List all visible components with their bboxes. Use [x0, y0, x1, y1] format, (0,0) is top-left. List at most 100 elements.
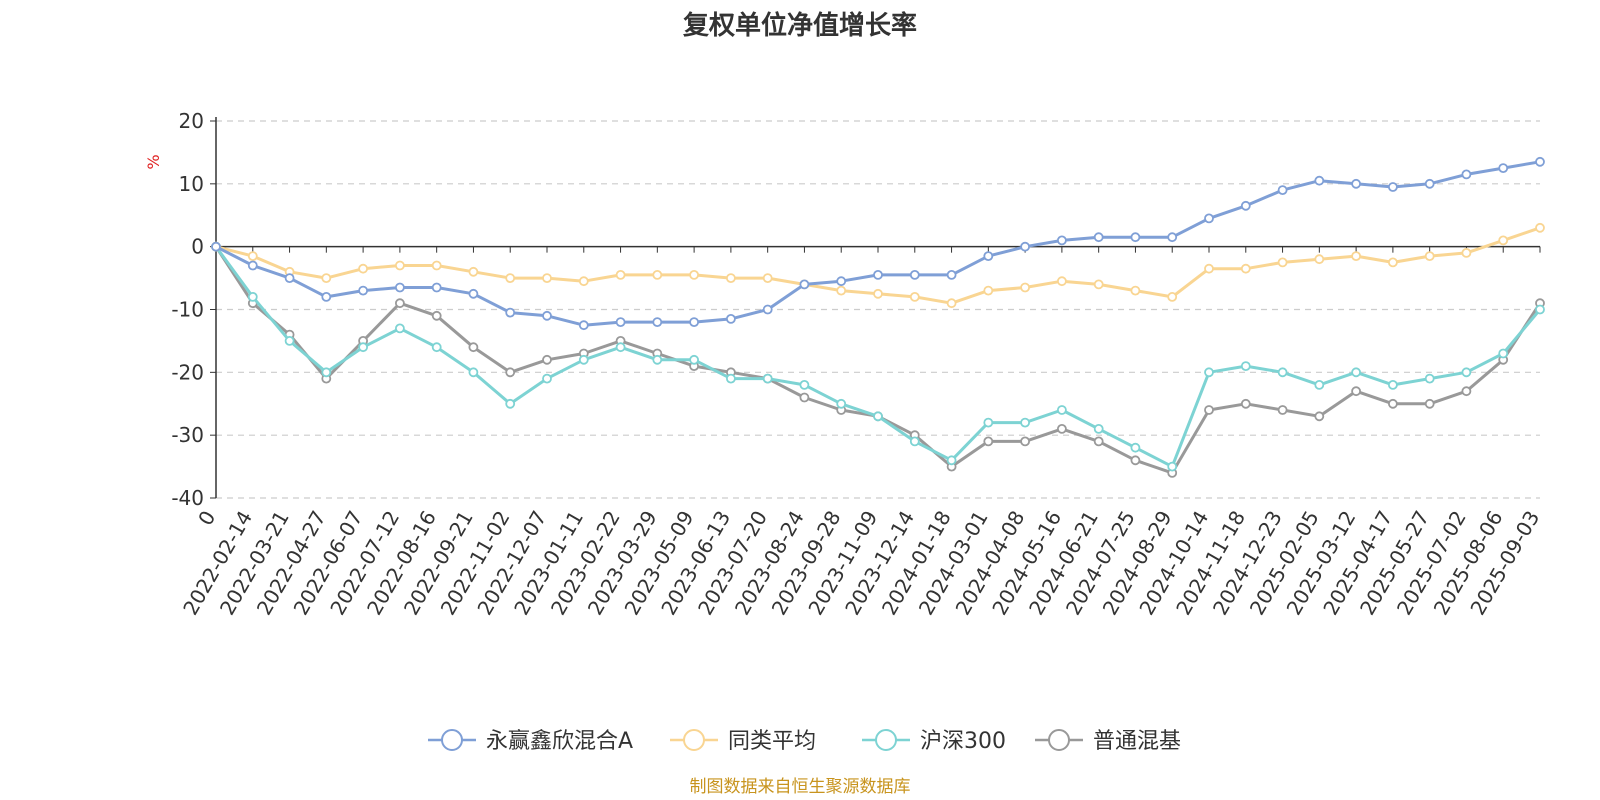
data-point [799, 279, 810, 290]
data-point [1057, 405, 1067, 415]
data-point [615, 342, 626, 353]
data-point [1388, 379, 1398, 390]
data-point [1277, 185, 1288, 196]
series-layer [211, 156, 1545, 478]
data-point [542, 273, 552, 284]
data-point [1130, 232, 1141, 243]
data-point [946, 298, 957, 309]
data-point [946, 455, 957, 466]
y-tick-label: -30 [171, 423, 204, 447]
grid-layer [216, 120, 1540, 499]
data-point [1093, 436, 1104, 447]
legend-swatch-marker [441, 729, 463, 751]
data-point [983, 417, 994, 428]
data-point [983, 436, 994, 447]
data-point [358, 263, 369, 274]
data-point [799, 379, 810, 390]
data-point [211, 241, 221, 252]
data-point [1498, 348, 1509, 359]
data-point [836, 276, 847, 287]
data-point [394, 260, 405, 271]
legend-item[interactable]: 普通混基 [1035, 729, 1181, 754]
data-point [1424, 398, 1435, 409]
data-point [689, 317, 699, 328]
data-point [1204, 213, 1214, 224]
data-point [247, 251, 258, 262]
data-point [321, 273, 332, 284]
legend-swatch-marker [1048, 729, 1070, 751]
x-tick-label: 0 [193, 507, 220, 530]
data-point [1535, 156, 1545, 167]
data-point [578, 354, 589, 365]
data-point [284, 335, 295, 346]
data-point [1314, 411, 1325, 422]
data-point [1535, 304, 1545, 315]
data-point [542, 310, 552, 321]
data-point [726, 373, 736, 384]
data-point [909, 436, 920, 447]
y-tick-label: -40 [171, 486, 204, 510]
data-point [321, 367, 332, 378]
data-point [1424, 373, 1435, 384]
data-point [946, 269, 957, 280]
data-point [873, 269, 883, 280]
data-point [578, 276, 589, 287]
data-point [1167, 461, 1178, 472]
data-point [542, 373, 552, 384]
data-point [247, 291, 258, 302]
data-point [1093, 232, 1104, 243]
data-point [1314, 379, 1325, 390]
data-point [983, 285, 994, 296]
data-point [1240, 361, 1251, 372]
data-point [1204, 367, 1214, 378]
data-point [468, 342, 479, 353]
data-point [799, 392, 810, 403]
data-point [909, 291, 920, 302]
data-point [1461, 367, 1472, 378]
y-tick-label: 10 [179, 172, 204, 196]
data-point [321, 291, 332, 302]
data-point [652, 354, 663, 365]
data-point [1498, 235, 1509, 246]
data-point [726, 273, 736, 284]
legend-item[interactable]: 永赢鑫欣混合A [428, 729, 633, 754]
y-tick-label: 20 [179, 109, 204, 133]
legend-label: 永赢鑫欣混合A [486, 729, 633, 754]
series-0 [211, 156, 1545, 331]
data-point [1388, 398, 1398, 409]
legend-label: 普通混基 [1093, 729, 1181, 754]
data-point [1461, 169, 1472, 180]
data-point [1277, 367, 1288, 378]
data-point [1130, 455, 1141, 466]
data-point [836, 398, 847, 409]
data-point [394, 298, 405, 309]
data-point [1351, 251, 1361, 262]
data-point [1424, 178, 1435, 189]
data-point [1057, 276, 1067, 287]
data-point [284, 273, 295, 284]
data-point [1351, 178, 1361, 189]
data-point [505, 367, 516, 378]
data-point [358, 342, 369, 353]
legend: 永赢鑫欣混合A 同类平均 沪深300 普通混基 [428, 729, 1181, 754]
data-point [578, 320, 589, 331]
legend-item[interactable]: 沪深300 [862, 729, 1006, 754]
data-point [762, 373, 773, 384]
series-line [214, 245, 1542, 475]
legend-label: 沪深300 [920, 729, 1006, 754]
data-point [873, 411, 883, 422]
series-2 [211, 241, 1545, 472]
data-point [1351, 386, 1361, 397]
legend-item[interactable]: 同类平均 [670, 729, 816, 754]
data-point [983, 251, 994, 262]
data-point [1093, 423, 1104, 434]
data-point [1314, 175, 1325, 186]
data-point [1167, 291, 1178, 302]
y-tick-label: -20 [171, 360, 204, 384]
legend-swatch-marker [875, 729, 897, 751]
data-point [873, 288, 883, 299]
data-point [762, 273, 773, 284]
y-axis-unit: % [144, 154, 163, 169]
data-point [1461, 386, 1472, 397]
data-point [1204, 405, 1214, 415]
